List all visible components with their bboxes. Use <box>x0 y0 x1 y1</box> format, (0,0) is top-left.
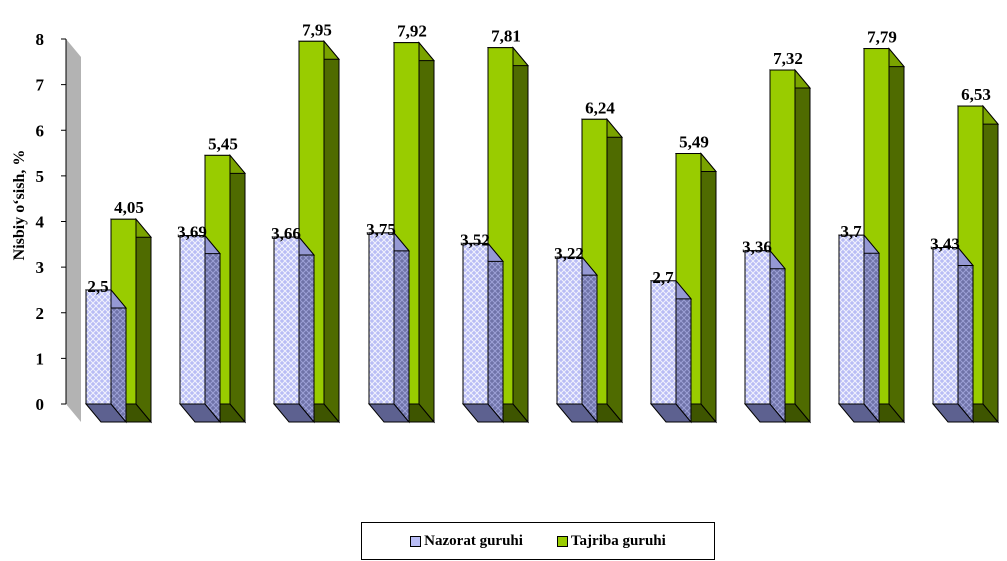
data-label-nazorat: 3,43 <box>930 235 960 254</box>
data-label-tajriba: 7,92 <box>397 22 427 41</box>
bar-nazorat <box>556 256 583 405</box>
bar-side-nazorat <box>581 255 598 424</box>
bar-side-nazorat <box>863 233 880 424</box>
legend-swatch-nazorat <box>410 535 422 547</box>
bar-side-tajriba <box>700 152 717 424</box>
y-tick-label: 1 <box>36 349 45 368</box>
bars-group <box>84 39 1000 424</box>
data-label-tajriba: 7,32 <box>773 49 803 68</box>
legend-swatch-tajriba <box>556 535 568 547</box>
bar-nazorat <box>273 236 300 405</box>
y-axis-title: Nisbiy o‘sish, % <box>11 150 28 261</box>
bar-nazorat <box>650 280 677 405</box>
bar-nazorat <box>179 235 206 405</box>
bar-side-tajriba <box>135 217 152 424</box>
legend-label-tajriba: Tajriba guruhi <box>570 532 666 549</box>
data-label-tajriba: 5,49 <box>679 133 709 152</box>
data-label-nazorat: 2,7 <box>652 268 674 287</box>
data-label-nazorat: 2,5 <box>87 277 108 296</box>
data-label-tajriba: 7,81 <box>491 27 521 46</box>
data-label-nazorat: 3,7 <box>840 222 862 241</box>
y-tick-label: 7 <box>36 76 45 95</box>
y-tick-label: 0 <box>36 395 45 414</box>
data-label-tajriba: 6,24 <box>585 98 615 117</box>
bar-nazorat <box>368 232 395 405</box>
labels-group: 2,5 4,05 3,69 5,45 3,66 7,95 3,75 7,92 3,52 7,81 3… <box>87 20 991 296</box>
bar-side-nazorat <box>204 234 221 424</box>
bar-side-nazorat <box>957 246 974 424</box>
legend-item-tajriba: Tajriba guruhi <box>556 532 666 550</box>
bar-side-tajriba <box>888 47 905 424</box>
bar-side-tajriba <box>323 39 340 424</box>
bar-side-tajriba <box>606 117 623 424</box>
bar-side-tajriba <box>794 68 811 424</box>
legend-item-nazorat: Nazorat guruhi <box>410 533 523 550</box>
data-label-nazorat: 3,75 <box>366 220 396 239</box>
legend-label-nazorat: Nazorat guruhi <box>424 532 523 549</box>
bar-side-nazorat <box>675 279 692 424</box>
legend: Nazorat guruhi Tajriba guruhi <box>361 522 715 560</box>
data-label-tajriba: 4,05 <box>114 198 144 217</box>
data-label-nazorat: 3,36 <box>742 238 772 257</box>
bar-nazorat <box>85 289 112 405</box>
y-tick-label: 3 <box>36 258 45 277</box>
data-label-nazorat: 3,22 <box>554 244 584 263</box>
y-tick-label: 2 <box>36 304 45 323</box>
data-label-nazorat: 3,66 <box>271 224 301 243</box>
bar-chart: 0 1 2 3 4 5 6 7 8 2,5 4,05 3,69 5,45 3,66 7,95 3,75 7,9… <box>11 20 1000 424</box>
data-label-tajriba: 5,45 <box>208 134 238 153</box>
bar-side-tajriba <box>982 104 999 424</box>
y-tick-label: 4 <box>36 213 45 232</box>
data-label-nazorat: 3,52 <box>460 230 490 249</box>
side-wall <box>66 39 81 422</box>
bar-nazorat <box>462 242 489 405</box>
y-tick-label: 5 <box>36 167 45 186</box>
bar-side-nazorat <box>110 288 127 424</box>
y-tick-label: 6 <box>36 121 45 140</box>
bar-side-nazorat <box>487 242 504 424</box>
data-label-nazorat: 3,69 <box>177 223 207 242</box>
data-label-tajriba: 7,79 <box>867 28 897 47</box>
bar-nazorat <box>838 234 865 405</box>
bar-nazorat <box>744 250 771 405</box>
data-label-tajriba: 7,95 <box>302 20 332 39</box>
bar-side-nazorat <box>769 249 786 424</box>
bar-side-tajriba <box>418 41 435 424</box>
chart-walls: 0 1 2 3 4 5 6 7 8 <box>36 30 81 422</box>
bar-nazorat <box>932 247 959 405</box>
y-tick-label: 8 <box>36 30 45 49</box>
bar-side-tajriba <box>229 153 246 424</box>
bar-side-tajriba <box>512 46 529 424</box>
bar-side-nazorat <box>393 231 410 424</box>
bar-side-nazorat <box>298 235 315 424</box>
data-label-tajriba: 6,53 <box>961 85 991 104</box>
